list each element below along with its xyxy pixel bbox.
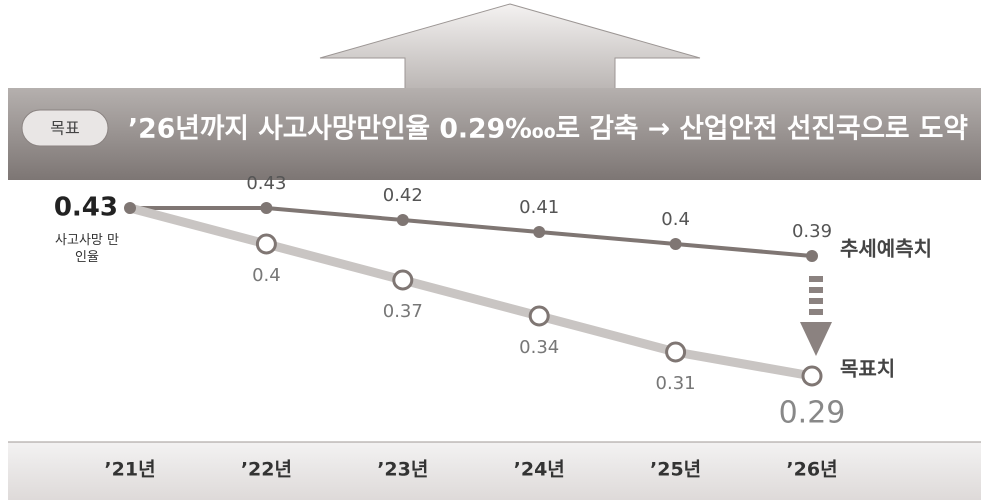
value-label: 0.37 [383,301,423,322]
point [260,202,273,214]
decor-down-arrow [800,322,832,356]
point [528,305,550,327]
decor-dash [809,287,823,293]
value-label: 0.4 [252,265,281,286]
point [533,226,546,238]
badge-text: 목표 [50,119,79,138]
x-tick-label: ’25년 [650,459,701,481]
point [665,341,687,363]
value-label: 0.39 [792,221,832,242]
value-label: 0.31 [656,373,696,394]
point [124,202,136,214]
badge [21,109,109,147]
series-line [128,206,814,258]
point [392,269,414,291]
value-label: 0.42 [383,185,423,206]
x-tick-label: ’26년 [786,459,837,481]
title-banner [8,88,981,180]
point [801,365,823,387]
start-label: 0.43 [54,193,118,223]
x-tick-label: ’24년 [514,459,565,481]
x-tick-label: ’22년 [241,459,292,481]
x-axis-band [8,442,981,500]
value-label: 0.34 [519,337,559,358]
legend-label: 추세예측치 [840,237,932,261]
point [806,250,818,262]
point [396,214,409,226]
legend-label: 목표치 [840,357,895,381]
point [669,238,682,250]
y-axis-label: 사고사망 만인율 [55,233,119,265]
value-label: 0.4 [661,209,690,230]
chart-title: ’26년까지 사고사망만인율 0.29‱로 감축 → 산업안전 선진국으로 도약 [128,114,968,145]
x-tick-label: ’23년 [377,459,428,481]
value-label: 0.41 [519,197,559,218]
x-tick-label: ’21년 [104,459,155,481]
value-label: 0.43 [246,173,286,194]
decor-dash [809,309,823,315]
decor-dash [809,298,823,304]
point [255,233,277,255]
series-line [125,203,817,381]
decor-dash [809,276,823,282]
value-label: 0.29 [779,396,846,431]
decor-arrow [319,3,701,93]
